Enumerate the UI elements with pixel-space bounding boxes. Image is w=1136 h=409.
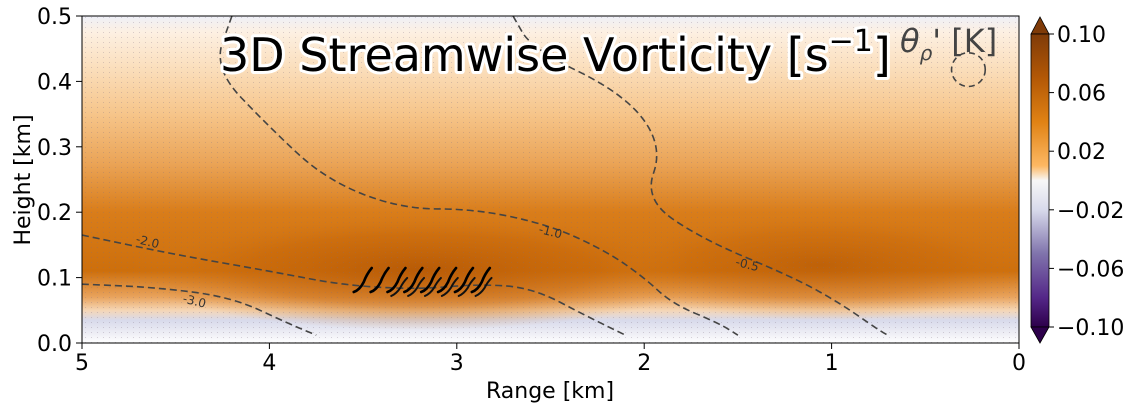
colorbar-extend-top — [1030, 16, 1050, 35]
colorbar-tick-label: −0.02 — [1057, 199, 1124, 224]
y-tick-label: 0.4 — [37, 70, 72, 95]
x-tick-label: 5 — [75, 351, 89, 376]
y-tick-label: 0.5 — [37, 5, 72, 30]
parcel-trajectories — [352, 266, 493, 297]
parcel-trajectory — [419, 266, 441, 294]
colorbar: 0.10 0.06 0.02 −0.02 −0.06 −0.10 — [1030, 16, 1124, 344]
parcel-trajectory — [474, 276, 493, 297]
theta-rho-label: θρ' [K] — [900, 22, 997, 65]
x-tick-label: 3 — [450, 351, 464, 376]
contour-label: -3.0 — [181, 292, 207, 311]
colorbar-tick-label: −0.10 — [1057, 316, 1124, 341]
parcel-trajectory — [423, 276, 442, 297]
theta-rho-contour — [82, 283, 317, 336]
x-tick-label: 1 — [825, 351, 839, 376]
y-axis-ticks: 0.0 0.1 0.2 0.3 0.4 0.5 — [37, 5, 82, 357]
chart-title: 3D Streamwise Vorticity [s−1] — [220, 24, 891, 82]
y-axis-label: Height [km] — [11, 114, 36, 245]
x-tick-label: 2 — [637, 351, 651, 376]
colorbar-ticks: 0.10 0.06 0.02 −0.02 −0.06 −0.10 — [1049, 23, 1124, 341]
x-tick-label: 0 — [1012, 351, 1026, 376]
parcel-trajectory — [407, 276, 426, 297]
plot-frame — [81, 15, 1020, 344]
parcel-trajectory — [470, 266, 492, 294]
colorbar-body — [1030, 33, 1050, 328]
parcel-trajectory — [386, 266, 407, 294]
parcel-trajectory — [390, 276, 409, 297]
colorbar-extend-bottom — [1030, 326, 1050, 344]
theta-rho-closed-contour — [950, 51, 987, 88]
parcel-trajectory — [369, 266, 390, 294]
theta-rho-contour — [219, 16, 739, 336]
trajectory-texture — [82, 16, 1019, 343]
colorbar-tick-label: 0.10 — [1057, 23, 1106, 48]
y-tick-label: 0.0 — [37, 332, 72, 357]
y-tick-label: 0.3 — [37, 136, 72, 161]
parcel-trajectory — [440, 276, 459, 297]
colorbar-tick-label: 0.06 — [1057, 82, 1106, 107]
parcel-trajectory — [436, 266, 458, 294]
colorbar-tick-label: 0.02 — [1057, 140, 1106, 165]
theta-rho-contour — [512, 16, 889, 336]
y-tick-label: 0.1 — [37, 267, 72, 292]
contour-label: -1.0 — [537, 222, 563, 241]
parcel-trajectory — [403, 266, 424, 294]
x-axis-label: Range [km] — [486, 379, 614, 404]
parcel-trajectory — [352, 266, 374, 294]
contour-label: -2.0 — [135, 232, 161, 251]
parcel-trajectory — [457, 276, 476, 297]
y-tick-label: 0.2 — [37, 201, 72, 226]
colorbar-tick-label: −0.06 — [1057, 257, 1124, 282]
parcel-trajectory — [453, 266, 475, 294]
x-axis-ticks: 5 4 3 2 1 0 — [75, 343, 1026, 376]
contour-label: -0.5 — [734, 255, 760, 274]
x-tick-label: 4 — [262, 351, 276, 376]
